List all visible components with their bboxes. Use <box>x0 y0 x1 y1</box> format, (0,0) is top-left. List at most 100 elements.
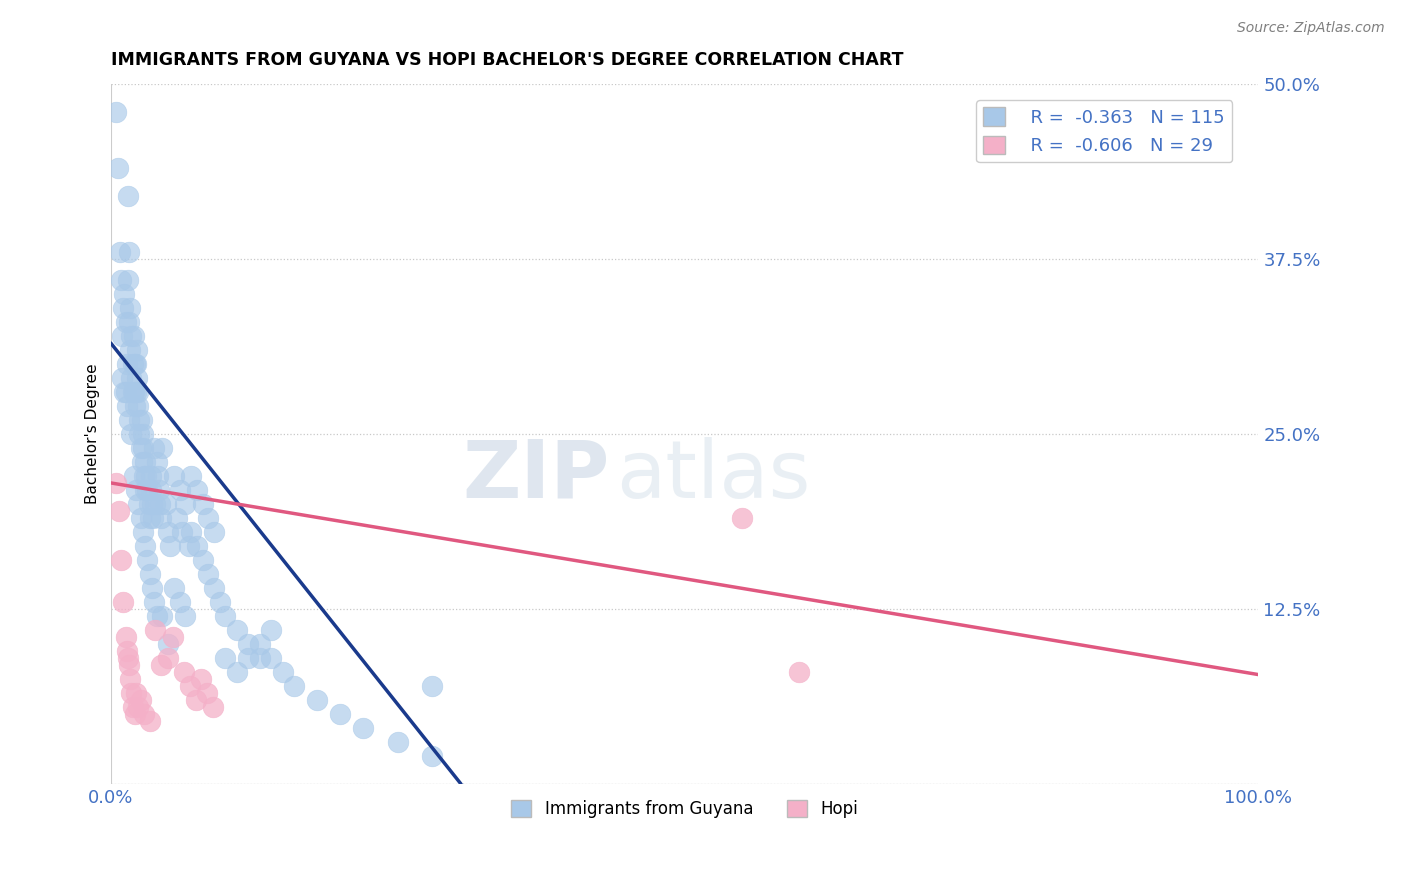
Point <box>157 650 180 665</box>
Point <box>186 483 208 497</box>
Text: atlas: atlas <box>616 437 810 515</box>
Point <box>155 497 177 511</box>
Point <box>139 483 162 497</box>
Point <box>132 524 155 539</box>
Point <box>142 511 165 525</box>
Y-axis label: Bachelor's Degree: Bachelor's Degree <box>86 364 100 504</box>
Point <box>128 426 150 441</box>
Point <box>387 735 409 749</box>
Point <box>141 497 163 511</box>
Point <box>169 595 191 609</box>
Point <box>166 511 188 525</box>
Point <box>136 483 159 497</box>
Point <box>135 469 157 483</box>
Point <box>110 273 132 287</box>
Point <box>134 539 156 553</box>
Point <box>190 672 212 686</box>
Point <box>139 566 162 581</box>
Point <box>180 469 202 483</box>
Point <box>202 524 225 539</box>
Point <box>124 357 146 371</box>
Point <box>111 329 134 343</box>
Point <box>150 608 173 623</box>
Point <box>131 413 153 427</box>
Point <box>159 539 181 553</box>
Point <box>139 469 162 483</box>
Point <box>179 679 201 693</box>
Point <box>105 105 128 120</box>
Point <box>132 706 155 721</box>
Point <box>117 650 139 665</box>
Point <box>122 384 145 399</box>
Point <box>145 455 167 469</box>
Point <box>131 455 153 469</box>
Point <box>420 679 443 693</box>
Point <box>114 630 136 644</box>
Point <box>125 384 148 399</box>
Point <box>121 699 143 714</box>
Point <box>124 399 146 413</box>
Point <box>127 699 149 714</box>
Point <box>134 455 156 469</box>
Point <box>118 657 141 672</box>
Point <box>731 511 754 525</box>
Point <box>114 315 136 329</box>
Point <box>173 665 195 679</box>
Text: IMMIGRANTS FROM GUYANA VS HOPI BACHELOR'S DEGREE CORRELATION CHART: IMMIGRANTS FROM GUYANA VS HOPI BACHELOR'… <box>111 51 903 69</box>
Point <box>162 630 184 644</box>
Point <box>112 301 135 315</box>
Point <box>184 693 207 707</box>
Point <box>195 686 218 700</box>
Point <box>169 483 191 497</box>
Point <box>129 693 152 707</box>
Point <box>120 686 142 700</box>
Point <box>329 706 352 721</box>
Point <box>114 384 136 399</box>
Point <box>107 504 129 518</box>
Point <box>214 608 236 623</box>
Point <box>208 595 231 609</box>
Point <box>141 581 163 595</box>
Point <box>105 475 128 490</box>
Point <box>127 371 149 385</box>
Point <box>129 441 152 455</box>
Point <box>118 413 141 427</box>
Point <box>132 441 155 455</box>
Point <box>191 497 214 511</box>
Point <box>150 657 173 672</box>
Point <box>157 637 180 651</box>
Point <box>132 426 155 441</box>
Point <box>120 329 142 343</box>
Point <box>120 301 142 315</box>
Point <box>117 273 139 287</box>
Point <box>125 357 148 371</box>
Point <box>197 566 219 581</box>
Point <box>789 665 811 679</box>
Point <box>226 623 249 637</box>
Point <box>124 706 146 721</box>
Point <box>115 357 138 371</box>
Point <box>120 343 142 357</box>
Point <box>238 637 260 651</box>
Text: ZIP: ZIP <box>463 437 610 515</box>
Point <box>149 497 172 511</box>
Point <box>157 524 180 539</box>
Point <box>145 497 167 511</box>
Point <box>112 595 135 609</box>
Point <box>197 511 219 525</box>
Point <box>180 524 202 539</box>
Point <box>249 637 271 651</box>
Point <box>125 483 148 497</box>
Point <box>307 693 329 707</box>
Point <box>283 679 305 693</box>
Point <box>139 714 162 728</box>
Point <box>118 315 141 329</box>
Point <box>201 699 224 714</box>
Point <box>111 371 134 385</box>
Point <box>226 665 249 679</box>
Text: Source: ZipAtlas.com: Source: ZipAtlas.com <box>1237 21 1385 35</box>
Point <box>121 384 143 399</box>
Point <box>249 650 271 665</box>
Point <box>143 441 166 455</box>
Point <box>127 384 149 399</box>
